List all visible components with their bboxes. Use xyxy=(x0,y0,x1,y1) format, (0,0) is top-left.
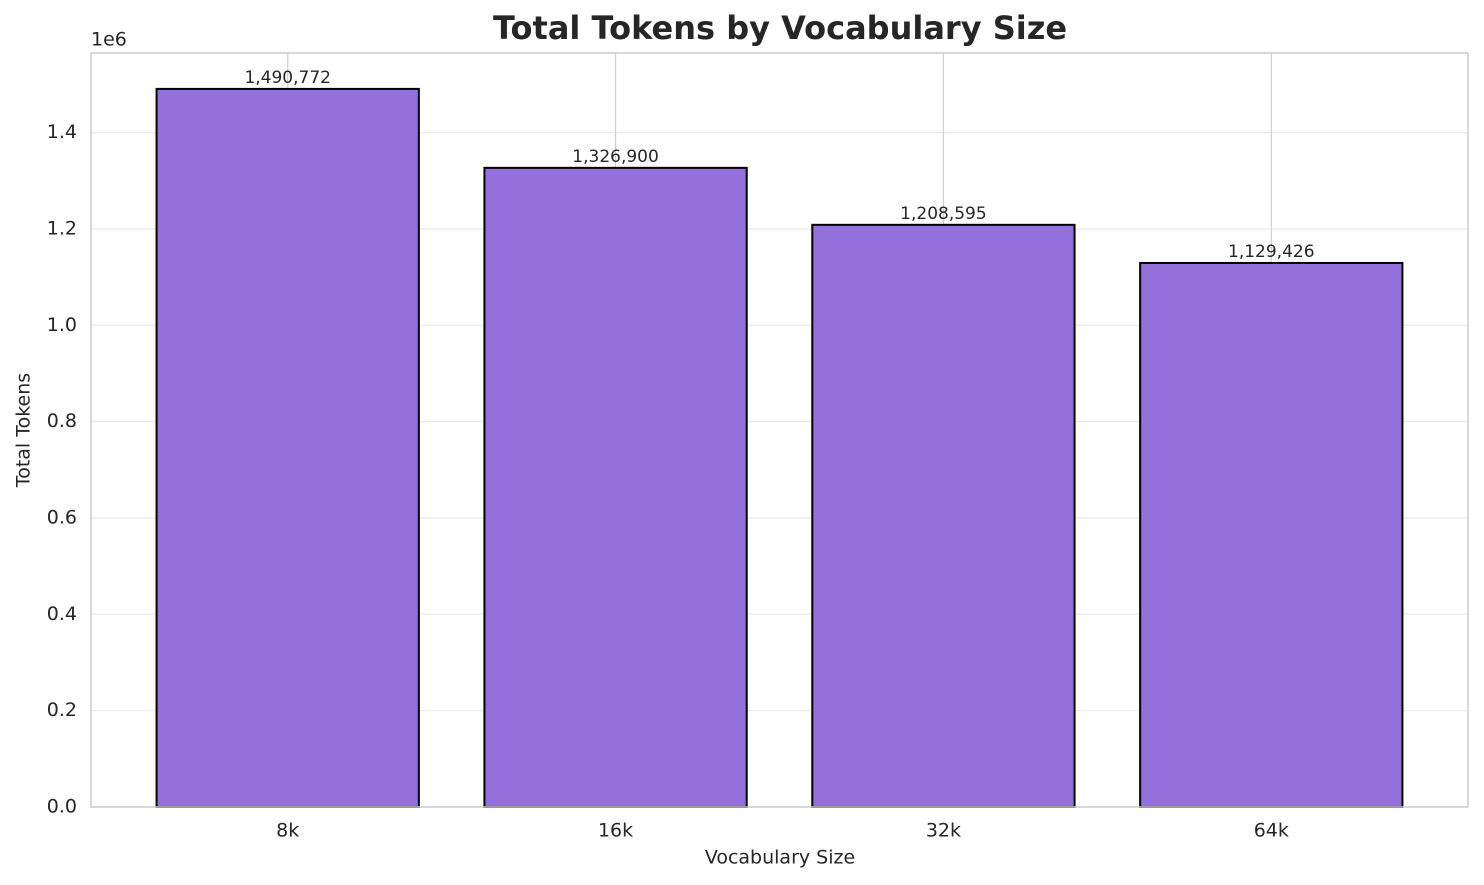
chart-title: Total Tokens by Vocabulary Size xyxy=(493,9,1067,47)
x-axis-label: Vocabulary Size xyxy=(705,847,855,869)
y-offset-label: 1e6 xyxy=(91,29,127,51)
bar xyxy=(811,223,1076,808)
y-tick-label: 1.0 xyxy=(47,314,77,336)
bar xyxy=(155,87,420,808)
x-tick-label: 16k xyxy=(598,820,633,842)
value-label: 1,208,595 xyxy=(900,204,987,224)
y-tick-label: 0.0 xyxy=(47,796,77,818)
x-tick-label: 8k xyxy=(276,820,299,842)
value-label: 1,326,900 xyxy=(572,147,659,167)
y-tick-label: 0.8 xyxy=(47,410,77,432)
bar xyxy=(483,166,748,808)
y-tick-label: 1.2 xyxy=(47,217,77,239)
bar xyxy=(1139,261,1404,808)
value-label: 1,490,772 xyxy=(244,68,331,88)
plot-frame xyxy=(90,52,1469,808)
y-tick-label: 0.2 xyxy=(47,699,77,721)
y-tick-label: 0.4 xyxy=(47,603,77,625)
y-tick-label: 0.6 xyxy=(47,506,77,528)
y-tick-label: 1.4 xyxy=(47,121,77,143)
plot-area: 0.0 0.2 0.4 0.6 0.8 1.0 1.2 1.4 8k 1,490,772 16k 1,… xyxy=(47,52,1469,842)
y-axis-label: Total Tokens xyxy=(13,373,35,488)
x-tick-label: 32k xyxy=(926,820,961,842)
value-label: 1,129,426 xyxy=(1228,242,1315,262)
x-tick-label: 64k xyxy=(1254,820,1289,842)
